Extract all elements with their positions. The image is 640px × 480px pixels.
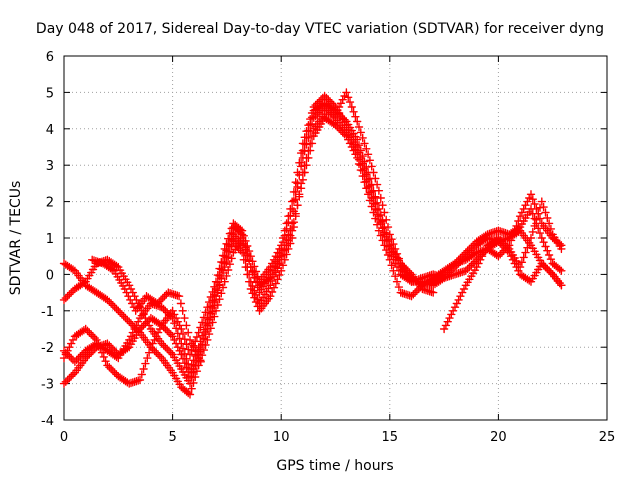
x-tick-label: 10 [273,430,290,445]
series-track-5 [59,91,438,388]
y-tick-label: -1 [41,305,54,320]
series-track-7 [88,255,205,366]
x-tick-label: 15 [382,430,399,445]
series-marker-trail [439,197,566,334]
y-tick-label: -4 [41,414,54,429]
y-tick-label: 5 [46,86,54,101]
axis-ticks: 0 5 10 15 20 25 -4 -3 -2 -1 0 1 2 3 4 5 6 [41,50,615,445]
y-tick-label: 3 [46,159,54,174]
y-tick-label: -2 [41,341,54,356]
y-axis-label: SDTVAR / TECUs [8,181,24,296]
y-tick-label: 2 [46,196,54,211]
series-marker-trail [88,255,205,366]
y-tick-label: 4 [46,123,54,138]
data-series [59,88,566,399]
y-tick-label: 0 [46,268,54,283]
x-tick-label: 0 [60,430,68,445]
series-marker-trail [59,91,438,388]
series-track-6 [439,197,566,334]
y-tick-label: -3 [41,378,54,393]
x-tick-label: 20 [490,430,507,445]
x-tick-label: 5 [168,430,176,445]
x-tick-label: 25 [599,430,616,445]
y-tick-label: 6 [46,50,54,65]
chart-title: Day 048 of 2017, Sidereal Day-to-day VTE… [36,21,604,37]
y-tick-label: 1 [46,232,54,247]
x-axis-label: GPS time / hours [276,458,393,474]
